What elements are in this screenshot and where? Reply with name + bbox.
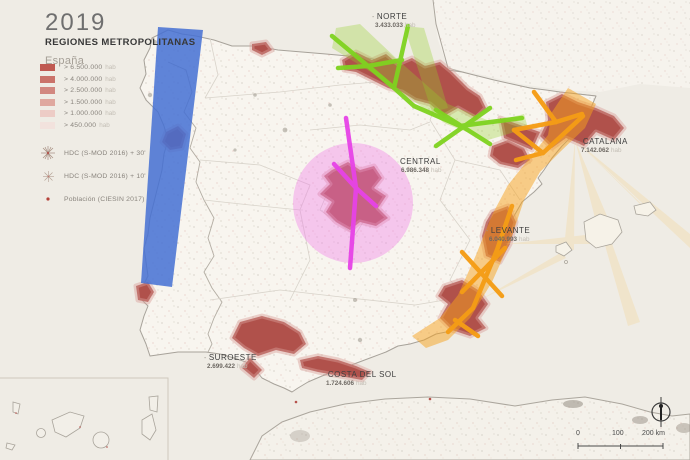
- legend-label: > 450.000: [64, 121, 97, 129]
- legend-unit: hab: [105, 98, 116, 106]
- region-name: NORTE: [376, 12, 408, 21]
- region-label-levante: - LEVANTE 6.040.993 hab: [486, 226, 530, 243]
- hdc-10min-star-icon: [40, 170, 56, 182]
- legend-unit: hab: [105, 87, 116, 94]
- legend-label: > 2.500.000: [64, 87, 103, 94]
- region-label-suroeste: - SUROESTE 2.699.422 hab: [204, 353, 257, 370]
- compass-north-icon: [651, 397, 671, 427]
- norte-network: [329, 23, 528, 149]
- symbol-legend: HDC (S-MOD 2016) + 30' HDC (S-MOD 2016) …: [40, 146, 146, 215]
- title-year: 2019: [45, 9, 107, 36]
- balearic-rays: [480, 140, 690, 326]
- label-marker: -: [204, 355, 207, 362]
- legend-row: > 2.500.000 hab: [40, 87, 116, 94]
- region-population: 1.724.606: [326, 380, 355, 387]
- population-dot-icon: [40, 195, 56, 203]
- region-unit: hab: [356, 380, 367, 387]
- region-label-norte: - NORTE 3.433.033 hab: [372, 12, 416, 29]
- legend-label: > 6.500.000: [64, 64, 103, 71]
- legend-swatch: [40, 110, 55, 117]
- region-population: 2.699.422: [207, 363, 236, 370]
- legend-row: > 450.000 hab: [40, 121, 116, 129]
- legend-unit: hab: [105, 75, 116, 83]
- legend-swatch: [40, 121, 55, 129]
- legend-row: > 1.000.000 hab: [40, 110, 116, 117]
- canary-islands: [5, 395, 159, 451]
- title-block: 2019 REGIONES METROPOLITANAS España: [45, 9, 196, 68]
- label-marker: -: [323, 372, 326, 379]
- legend-label: > 1.000.000: [64, 110, 103, 117]
- legend-label: HDC (S-MOD 2016) + 10': [64, 172, 146, 180]
- central-network: [293, 115, 413, 271]
- legend-row: HDC (S-MOD 2016) + 30': [40, 146, 146, 160]
- legend-unit: hab: [105, 110, 116, 117]
- region-label-catalana: - CATALANA 7.142.062 hab: [578, 137, 628, 154]
- legend-row: > 4.000.000 hab: [40, 75, 116, 83]
- page-title: REGIONES METROPOLITANAS: [45, 37, 196, 48]
- region-population: 6.986.348: [401, 167, 430, 174]
- region-name: CATALANA: [582, 137, 628, 146]
- inset-border: [0, 377, 169, 460]
- legend-swatch: [40, 87, 55, 94]
- population-legend: > 6.500.000 hab > 4.000.000 hab > 2.500.…: [40, 64, 116, 133]
- legend-row: > 1.500.000 hab: [40, 98, 116, 106]
- region-name: CENTRAL: [400, 157, 441, 166]
- legend-label: Población (CIESIN 2017): [64, 195, 145, 203]
- region-name: COSTA DEL SOL: [327, 370, 397, 379]
- legend-label: HDC (S-MOD 2016) + 30': [64, 149, 146, 157]
- legend-swatch: [40, 75, 55, 83]
- atlantic-axis-band: [141, 27, 203, 287]
- legend-row: > 6.500.000 hab: [40, 64, 116, 71]
- label-marker: -: [372, 14, 375, 21]
- region-population: 3.433.033: [375, 22, 404, 29]
- region-label-central: CENTRAL 6.986.348 hab: [398, 157, 442, 174]
- label-marker: -: [486, 228, 489, 235]
- legend-swatch: [40, 98, 55, 106]
- region-unit: hab: [405, 22, 416, 29]
- region-name: SUROESTE: [208, 353, 257, 362]
- region-label-costa-del-sol: - COSTA DEL SOL 1.724.606 hab: [323, 370, 397, 387]
- town-dots: [147, 40, 363, 343]
- france-landmass: [432, 0, 690, 97]
- hdc-30min-star-icon: [40, 146, 56, 160]
- scale-bar: [577, 443, 664, 449]
- region-name: LEVANTE: [490, 226, 531, 235]
- region-population: 7.142.062: [581, 147, 610, 154]
- region-unit: hab: [519, 236, 530, 243]
- balearic-islands: [555, 201, 657, 264]
- legend-row: Población (CIESIN 2017): [40, 192, 146, 206]
- region-population: 6.040.993: [489, 236, 518, 243]
- scale-label-0: 0: [576, 430, 580, 437]
- legend-unit: hab: [99, 121, 110, 129]
- legend-unit: hab: [105, 64, 116, 71]
- levante-network: [412, 88, 596, 348]
- legend-label: > 4.000.000: [64, 75, 103, 83]
- scale-label-200: 200 km: [642, 430, 665, 437]
- region-unit: hab: [611, 147, 622, 154]
- label-marker: -: [578, 139, 581, 146]
- legend-label: > 1.500.000: [64, 98, 103, 106]
- africa-landmass: [249, 396, 690, 460]
- legend-swatch: [40, 64, 55, 71]
- region-unit: hab: [431, 167, 442, 174]
- legend-row: HDC (S-MOD 2016) + 10': [40, 169, 146, 183]
- scale-label-100: 100: [612, 430, 624, 437]
- region-unit: hab: [237, 363, 248, 370]
